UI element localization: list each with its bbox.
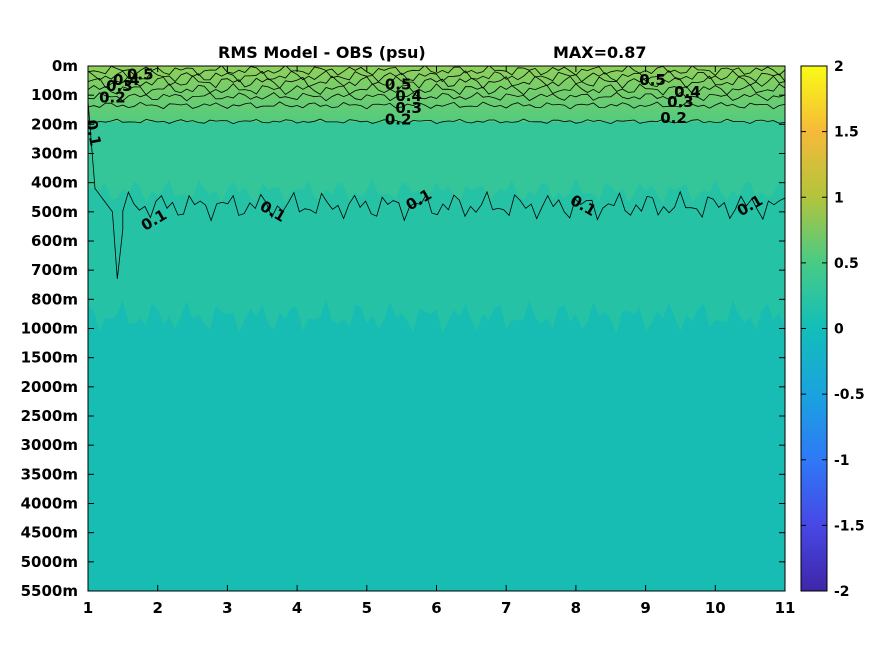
y-tick-label: 600m	[31, 232, 78, 250]
x-tick-label: 6	[431, 599, 441, 617]
x-tick-label: 1	[83, 599, 93, 617]
x-tick-label: 3	[222, 599, 232, 617]
y-tick-label: 300m	[31, 145, 78, 163]
contour-label: 0.2	[385, 110, 412, 128]
colorbar-tick-label: -1.5	[834, 518, 865, 534]
contour-line	[88, 101, 785, 110]
contour-label: 0.3	[106, 77, 133, 95]
y-tick-label: 5500m	[21, 582, 78, 600]
surface-region	[88, 66, 785, 122]
colorbar-tick-label: 1	[834, 190, 844, 206]
contour-lines	[88, 66, 785, 279]
x-axis: 1 2 3 4 5 6 7 8 9 10 11	[83, 66, 796, 617]
contour-line	[88, 66, 785, 76]
x-tick-label: 7	[501, 599, 511, 617]
y-tick-label: 1000m	[21, 320, 78, 338]
colorbar-tick-label: 2	[834, 59, 844, 75]
y-tick-label: 1500m	[21, 349, 78, 367]
y-axis: 0m 100m 200m 300m 400m 500m 600m 700m 800m 1000m 1…	[21, 57, 785, 600]
contour-label: 0.3	[667, 93, 694, 111]
y-tick-label: 3500m	[21, 465, 78, 483]
colorbar-tick-label: -2	[834, 584, 850, 600]
contour-label: 0.5	[385, 75, 412, 93]
x-tick-label: 2	[152, 599, 162, 617]
colorbar-tick-label: 1.5	[834, 125, 859, 141]
x-tick-label: 4	[292, 599, 302, 617]
y-tick-label: 100m	[31, 86, 78, 104]
contour-label: 0.5	[127, 65, 154, 83]
contour-line	[88, 70, 785, 83]
x-tick-label: 11	[775, 599, 796, 617]
contour-line	[88, 75, 785, 89]
contour-label: 0.4	[674, 83, 701, 101]
contour-label: 0.4	[113, 71, 140, 89]
y-tick-label: 800m	[31, 290, 78, 308]
y-tick-label: 400m	[31, 174, 78, 192]
y-tick-label: 500m	[31, 203, 78, 221]
contour-line-0.1	[88, 100, 785, 279]
y-tick-label: 0m	[52, 57, 78, 75]
x-tick-label: 9	[640, 599, 650, 617]
max-label: MAX=0.87	[553, 43, 647, 62]
colorbar-tick-label: 0	[834, 322, 844, 338]
colorbar-tick-label: 0.5	[834, 256, 859, 272]
colorbar-tick-label: -0.5	[834, 387, 865, 403]
contour-label: 0.1	[82, 118, 104, 147]
chart-title: RMS Model - OBS (psu)	[218, 43, 426, 62]
colorbar-tick-label: -1	[834, 453, 850, 469]
x-tick-label: 10	[705, 599, 726, 617]
x-tick-label: 5	[362, 599, 372, 617]
contour-line	[88, 91, 785, 102]
y-tick-label: 5000m	[21, 553, 78, 571]
x-tick-label: 8	[571, 599, 581, 617]
heatmap-field: 0.50.40.30.20.10.1 0.1 0.1 0.1 0.10.50.40.30…	[82, 65, 785, 591]
contour-label: 0.2	[99, 89, 126, 107]
contour-line	[88, 118, 785, 125]
y-tick-label: 2500m	[21, 407, 78, 425]
y-tick-label: 4000m	[21, 495, 78, 513]
y-tick-label: 200m	[31, 115, 78, 133]
contour-label: 0.2	[660, 109, 687, 127]
colorbar-ticks: 2 1.5 1 0.5 0 -0.5 -1 -1.5 -2	[801, 59, 865, 600]
y-tick-label: 4500m	[21, 524, 78, 542]
contour-line	[88, 83, 785, 96]
y-tick-label: 3000m	[21, 436, 78, 454]
contour-label: 0.4	[395, 87, 422, 105]
y-tick-label: 2000m	[21, 378, 78, 396]
contour-label: 0.5	[639, 71, 666, 89]
y-tick-label: 700m	[31, 261, 78, 279]
contour-label: 0.3	[395, 99, 422, 117]
